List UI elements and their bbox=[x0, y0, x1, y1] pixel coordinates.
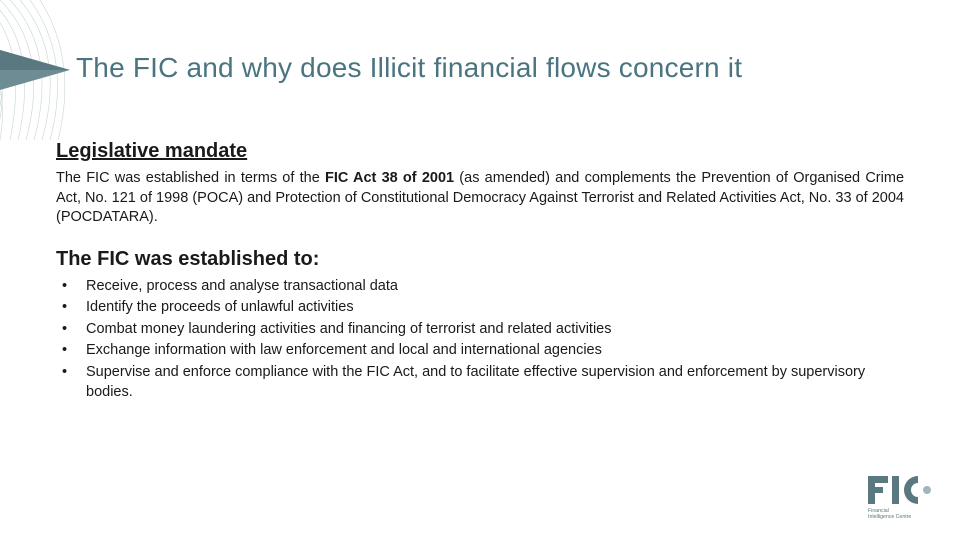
bullet-list: Receive, process and analyse transaction… bbox=[56, 277, 904, 402]
slide: The FIC and why does Illicit financial f… bbox=[0, 0, 960, 540]
section1-paragraph: The FIC was established in terms of the … bbox=[56, 169, 904, 228]
list-item: Exchange information with law enforcemen… bbox=[56, 341, 904, 361]
slide-title: The FIC and why does Illicit financial f… bbox=[76, 52, 742, 84]
paragraph-text-pre: The FIC was established in terms of the bbox=[56, 170, 325, 186]
list-item: Supervise and enforce compliance with th… bbox=[56, 363, 904, 402]
slide-body: Legislative mandate The FIC was establis… bbox=[56, 140, 904, 404]
section2-heading: The FIC was established to: bbox=[56, 248, 904, 271]
list-item: Identify the proceeds of unlawful activi… bbox=[56, 298, 904, 318]
fic-logo: Financial Intelligence Centre bbox=[864, 470, 936, 520]
section1-heading: Legislative mandate bbox=[56, 140, 904, 163]
logo-text-line2: Intelligence Centre bbox=[868, 514, 911, 520]
list-item: Receive, process and analyse transaction… bbox=[56, 277, 904, 297]
paragraph-text-bold: FIC Act 38 of 2001 bbox=[325, 170, 454, 186]
list-item: Combat money laundering activities and f… bbox=[56, 320, 904, 340]
corner-decoration bbox=[0, 0, 80, 140]
